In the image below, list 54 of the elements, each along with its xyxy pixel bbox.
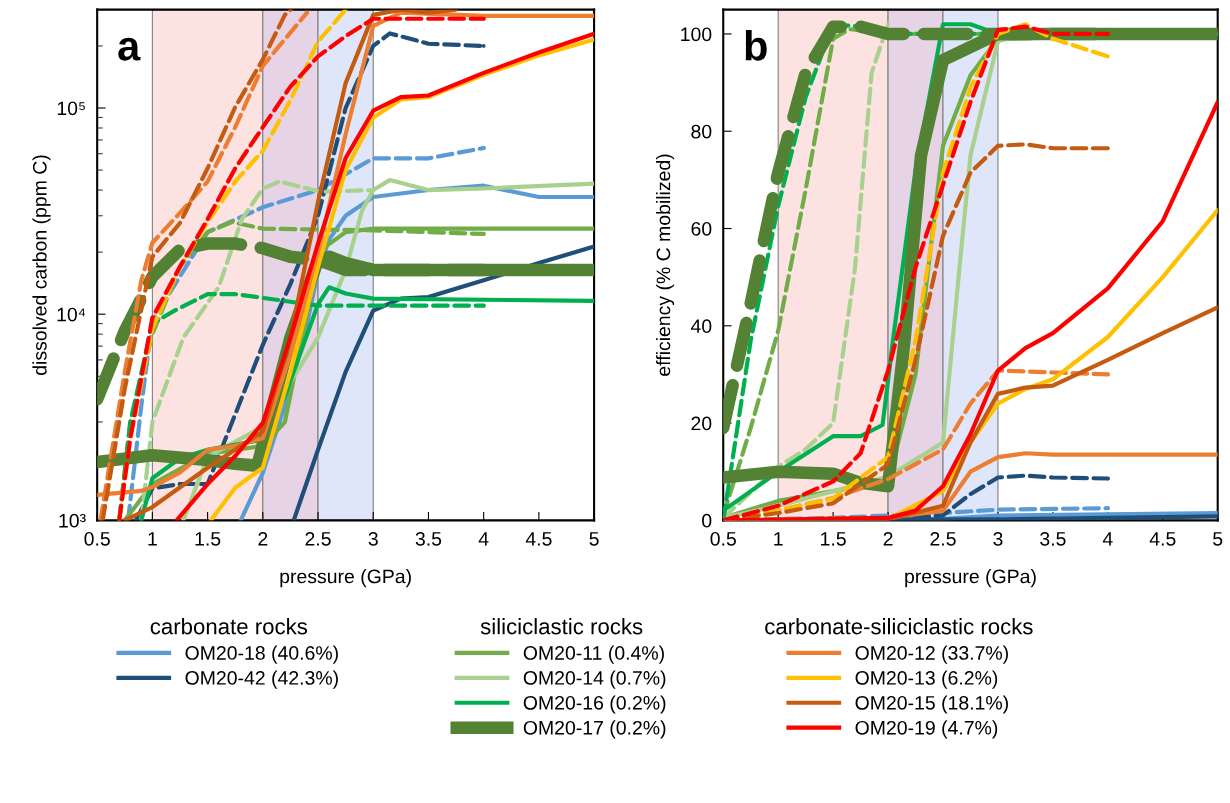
y-tick-label: 0 — [702, 513, 712, 528]
text: siliciclastic rocks — [480, 618, 643, 635]
legend-label: OM20-19 (4.7%) — [855, 720, 998, 739]
y-tick-label: 20 — [691, 416, 712, 431]
point — [305, 10, 309, 15]
legend-label: OM20-12 (33.7%) — [855, 645, 1008, 664]
x-tick-label: 1.5 — [195, 532, 221, 546]
legend-label: OM20-13 (6.2%) — [855, 670, 998, 689]
y-tick-label: 100 — [681, 27, 712, 42]
point — [481, 44, 486, 48]
x-tick-label: 4 — [478, 532, 489, 546]
x-tick-label: 1 — [148, 532, 157, 546]
text: carbonate-siliciclastic rocks — [765, 618, 1033, 635]
point — [886, 22, 890, 27]
legend-label: OM20-18 (40.6%) — [185, 645, 338, 664]
x-tick-label: 2.5 — [305, 531, 331, 546]
y-tick-label: 80 — [691, 124, 712, 139]
y-tick-label: 10⁴ — [57, 307, 86, 322]
x-tick-label: 1 — [774, 532, 783, 546]
y-tick-label: 10³ — [59, 513, 86, 528]
y-tick-label: 40 — [690, 319, 712, 334]
x-tick-label: 3.5 — [1040, 531, 1066, 546]
text: carbonate rocks — [150, 618, 308, 635]
x-tick-label: 4 — [1102, 532, 1113, 546]
y-axis-title: dissolved carbon (ppm C) — [32, 155, 51, 375]
x-tick-label: 2.5 — [930, 531, 956, 546]
legend-label: OM20-15 (18.1%) — [855, 695, 1008, 714]
x-axis-title: pressure (GPa) — [280, 569, 411, 588]
legend-label: OM20-42 (42.3%) — [185, 670, 338, 689]
x-tick-label: 3 — [368, 531, 378, 546]
point — [481, 16, 486, 21]
x-tick-label: 1.5 — [821, 532, 846, 546]
point — [481, 146, 486, 150]
x-tick-label: 2 — [258, 531, 268, 546]
x-tick-label: 4.5 — [525, 532, 552, 546]
x-tick-label: 0.5 — [84, 531, 110, 546]
legend-label: OM20-11 (0.4%) — [523, 645, 664, 664]
x-tick-label: 4.5 — [1149, 532, 1176, 546]
x-tick-label: 2 — [883, 531, 893, 546]
x-tick-label: 5 — [589, 532, 599, 546]
x-tick-label: 3.5 — [415, 531, 442, 546]
legend-label: OM20-17 (0.2%) — [523, 720, 666, 739]
legend-label: OM20-14 (0.7%) — [523, 670, 666, 689]
legend-label: OM20-16 (0.2%) — [523, 695, 666, 714]
point — [481, 303, 486, 308]
annotation: a — [118, 37, 141, 61]
x-tick-label: 5 — [1213, 532, 1223, 546]
annotation: b — [745, 30, 767, 61]
y-tick-label: 60 — [691, 221, 712, 236]
x-tick-label: 0.5 — [710, 531, 736, 546]
y-tick-label: 10⁵ — [57, 101, 85, 116]
x-axis-title: pressure (GPa) — [905, 569, 1036, 588]
y-axis-title: efficiency (% C mobilized) — [656, 154, 675, 376]
x-tick-label: 3 — [993, 531, 1003, 546]
